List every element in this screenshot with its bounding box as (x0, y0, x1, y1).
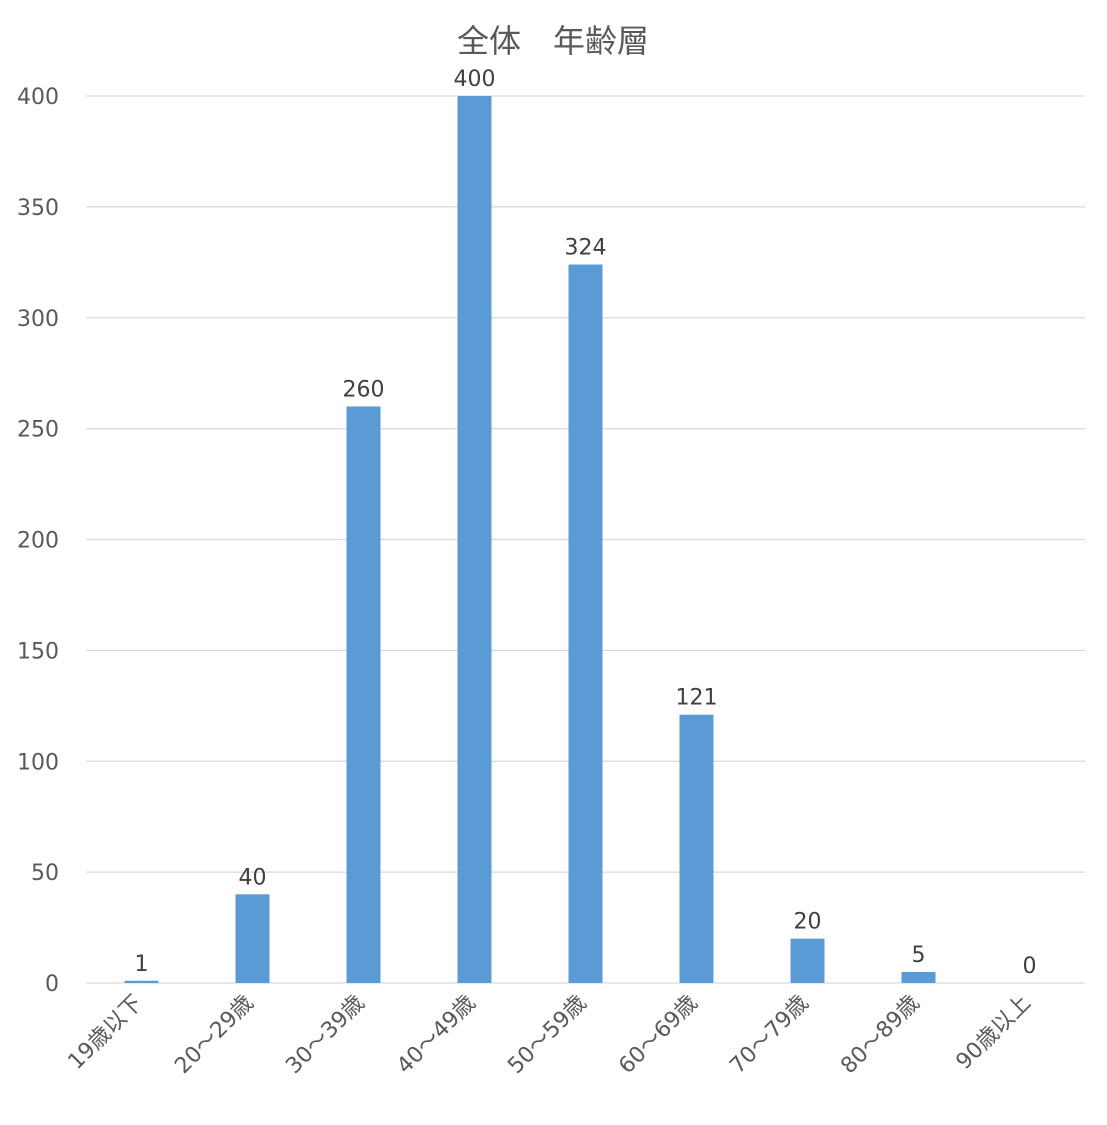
bar (124, 980, 159, 983)
x-tick-label: 20～29歳 (170, 991, 258, 1079)
bar (679, 714, 714, 983)
data-label: 5 (912, 943, 926, 968)
x-tick-label: 80～89歳 (836, 991, 924, 1079)
x-tick-label: 30～39歳 (281, 991, 369, 1079)
x-tick-label: 40～49歳 (392, 991, 480, 1079)
x-tick-label: 70～79歳 (725, 991, 813, 1079)
bar (346, 406, 381, 983)
data-label: 121 (676, 686, 718, 711)
y-tick-label: 300 (17, 307, 59, 332)
bar (568, 264, 603, 983)
y-axis-ticks: 0 50 100 150 200 250 300 350 400 (17, 85, 59, 997)
data-label: 400 (454, 67, 496, 92)
y-tick-label: 250 (17, 418, 59, 443)
x-tick-label: 50～59歳 (503, 991, 591, 1079)
y-tick-label: 150 (17, 639, 59, 664)
x-tick-label: 90歳以上 (952, 991, 1036, 1075)
x-axis-ticks: 19歳以下 20～29歳 30～39歳 40～49歳 50～59歳 60～69歳 70～79… (64, 991, 1036, 1079)
data-label: 20 (794, 910, 822, 935)
y-tick-label: 400 (17, 85, 59, 110)
y-tick-label: 350 (17, 196, 59, 221)
bar (790, 938, 825, 983)
x-tick-label: 19歳以下 (64, 991, 148, 1075)
data-label: 260 (343, 377, 385, 402)
y-tick-label: 50 (31, 861, 59, 886)
data-labels: 1 40 260 400 324 121 20 5 0 (135, 67, 1037, 979)
data-label: 324 (565, 236, 607, 261)
data-label: 1 (135, 952, 149, 977)
bar (235, 894, 270, 983)
y-tick-label: 200 (17, 529, 59, 554)
x-tick-label: 60～69歳 (614, 991, 702, 1079)
bars (124, 96, 936, 983)
bar (457, 96, 492, 983)
data-label: 40 (239, 865, 267, 890)
data-label: 0 (1023, 954, 1037, 979)
chart-title: 全体 年齢層 (457, 22, 649, 60)
y-tick-label: 100 (17, 750, 59, 775)
y-tick-label: 0 (45, 972, 59, 997)
bar (901, 971, 936, 983)
